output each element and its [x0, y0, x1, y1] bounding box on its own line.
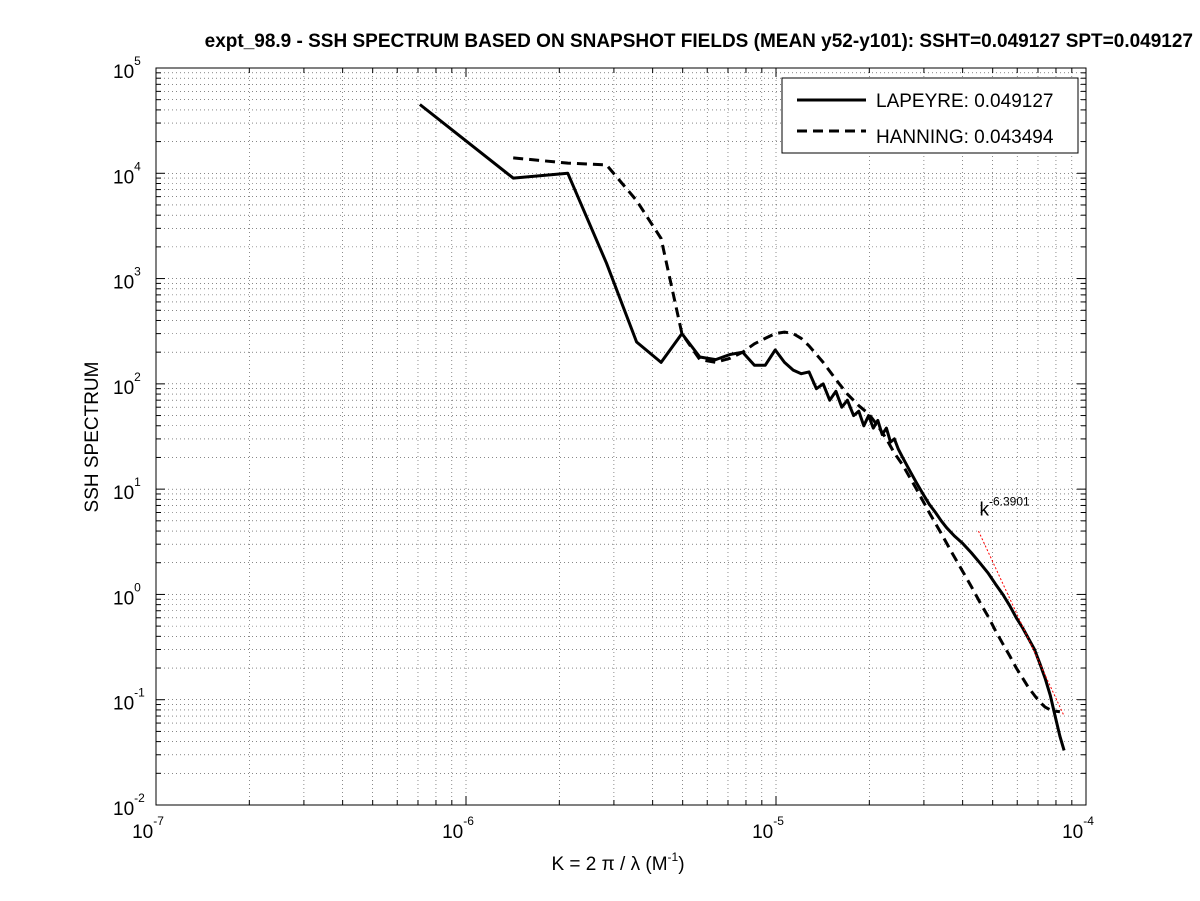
x-tick-label: 10-4: [1062, 814, 1094, 843]
x-tick-label: 10-7: [132, 814, 164, 843]
series-line-hanning: [513, 156, 1061, 714]
annotation-base: k: [979, 500, 989, 521]
x-tick-label: 10-6: [442, 814, 474, 843]
fit-line-k-power: [978, 530, 1065, 717]
series-layer: [418, 103, 1066, 751]
annotation-exponent: -6.3901: [989, 495, 1030, 509]
y-tick-label: 10-2: [113, 791, 145, 820]
legend: LAPEYRE: 0.049127 HANNING: 0.043494: [781, 77, 1079, 154]
x-axis-label: K = 2 π / λ (M-1): [551, 850, 684, 875]
legend-box: [781, 77, 1079, 154]
y-tick-label: 10-1: [113, 686, 145, 715]
y-tick-labels: 10-2 10-1 100 101 102 103 104 105: [113, 54, 145, 820]
legend-label-hanning: HANNING: 0.043494: [876, 127, 1054, 148]
y-tick-label: 104: [113, 159, 141, 188]
plot-area-frame: [155, 67, 1087, 806]
fit-layer: [978, 530, 1065, 717]
axis-ticks: [155, 67, 1087, 806]
y-tick-label: 100: [113, 580, 141, 609]
legend-label-lapeyre: LAPEYRE: 0.049127: [876, 91, 1053, 112]
chart-title: expt_98.9 - SSH SPECTRUM BASED ON SNAPSH…: [205, 31, 1193, 52]
y-tick-label: 101: [113, 475, 141, 504]
y-tick-label: 102: [113, 370, 141, 399]
y-axis-label: SSH SPECTRUM: [82, 362, 103, 513]
x-tick-labels: 10-7 10-6 10-5 10-4: [132, 814, 1094, 843]
y-tick-label: 105: [113, 54, 141, 83]
x-tick-label: 10-5: [752, 814, 784, 843]
annotation-label: k-6.3901: [979, 495, 1030, 521]
y-tick-label: 103: [113, 265, 141, 294]
